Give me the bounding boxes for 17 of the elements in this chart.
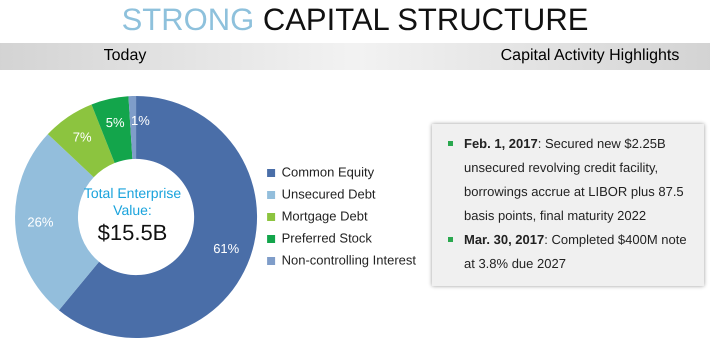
legend-label: Common Equity	[282, 164, 375, 180]
legend-label: Preferred Stock	[282, 230, 372, 246]
legend-label: Unsecured Debt	[282, 186, 376, 202]
legend-label: Non-controlling Interest	[282, 252, 416, 268]
data-label: 7%	[72, 129, 92, 144]
chart-subtitle: Today	[102, 47, 148, 65]
legend-label: Mortgage Debt	[282, 208, 368, 224]
text: Feb. 1, 2017: Secured new $2.25B unsecured revolving credit facility, borrowings accrue at LIBOR plus 87.5 basis points, final maturity 2022	[463, 135, 685, 225]
text: Total Enterprise Value:	[84, 185, 182, 218]
data-label: 26%	[27, 214, 54, 230]
text: Capital Activity Highlights	[500, 47, 680, 65]
text: $15.5B	[96, 219, 168, 247]
data-label: 5%	[106, 115, 125, 130]
chart-title: STRONG CAPITAL STRUCTURE	[122, 2, 588, 37]
data-label: 61%	[213, 241, 240, 256]
data-label: 1%	[131, 112, 150, 128]
text: Mar. 30, 2017: Completed $400M note at 3.8% due 2027	[463, 231, 688, 273]
